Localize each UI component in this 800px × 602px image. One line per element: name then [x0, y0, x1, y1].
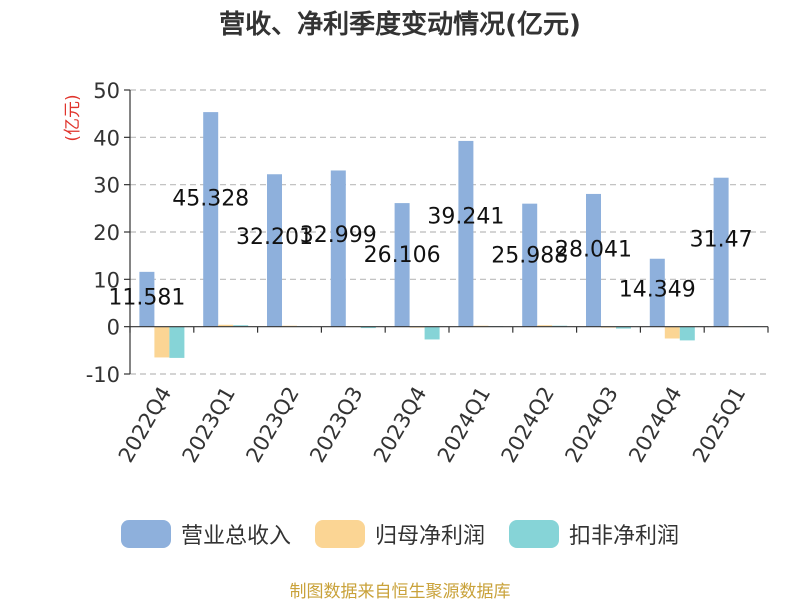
legend-label-net-profit: 归母净利润 [374, 524, 485, 549]
legend-swatch-revenue [120, 520, 171, 548]
y-tick-label: 50 [93, 79, 120, 103]
bar-deducted-net-profit [679, 326, 695, 341]
bar-revenue [394, 203, 410, 327]
x-tick-label: 2023Q1 [178, 383, 240, 467]
legend-item-net-profit[interactable]: 归母净利润 [314, 518, 485, 550]
legend-item-revenue[interactable]: 营业总收入 [120, 518, 291, 550]
y-tick-label: 40 [93, 126, 120, 150]
bar-deducted-net-profit [360, 326, 376, 329]
legend-label-revenue: 营业总收入 [180, 524, 291, 549]
x-tick-label: 2023Q2 [241, 383, 303, 467]
bar-net-profit [218, 324, 234, 327]
bar-net-profit [154, 326, 170, 358]
data-label: 39.241 [427, 205, 504, 230]
data-label: 32.999 [300, 223, 377, 248]
legend-label-deducted-net-profit: 扣非净利润 [569, 524, 680, 549]
y-tick-label: 20 [93, 221, 120, 245]
data-label: 31.47 [690, 227, 753, 252]
data-label: 45.328 [172, 187, 249, 212]
x-tick-label: 2024Q4 [624, 383, 686, 467]
bar-revenue [203, 112, 219, 327]
x-tick-label: 2025Q1 [688, 383, 750, 467]
legend-item-deducted-net-profit[interactable]: 扣非净利润 [509, 518, 679, 550]
bar-deducted-net-profit [616, 326, 631, 329]
bar-revenue [139, 271, 155, 327]
data-label: 26.106 [364, 243, 441, 268]
y-axis-unit-label: (亿元) [63, 94, 83, 141]
data-label: 11.581 [108, 286, 185, 311]
bar-revenue [330, 170, 346, 327]
bar-revenue [458, 140, 474, 327]
bar-revenue [586, 193, 601, 327]
bar-deducted-net-profit [169, 326, 185, 358]
data-label: 32.201 [236, 225, 313, 250]
legend-swatch-deducted-net-profit [509, 520, 559, 548]
x-tick-label: 2022Q4 [114, 383, 176, 467]
y-tick-label: 0 [107, 316, 120, 340]
bar-revenue [522, 203, 538, 327]
bar-revenue [267, 174, 282, 327]
data-label: 28.041 [555, 237, 632, 262]
bar-net-profit [537, 325, 553, 327]
bar-net-profit [664, 326, 680, 339]
x-tick-label: 2024Q3 [560, 383, 622, 467]
source-note: 制图数据来自恒生聚源数据库 [289, 582, 511, 602]
y-tick-label: 30 [93, 174, 120, 198]
chart-title: 营收、净利季度变动情况(亿元) [219, 10, 581, 40]
legend-swatch-net-profit [314, 520, 365, 548]
bar-revenue [713, 177, 729, 327]
y-tick-label: -10 [86, 363, 120, 387]
x-tick-label: 2024Q2 [497, 383, 559, 467]
x-tick-label: 2023Q4 [369, 383, 431, 467]
data-label: 25.988 [491, 243, 568, 268]
y-tick-label: 10 [93, 268, 120, 292]
bar-deducted-net-profit [233, 325, 249, 327]
x-tick-label: 2024Q1 [433, 383, 495, 467]
bar-revenue [649, 258, 665, 327]
legend: 营业总收入 归母净利润 扣非净利润 [0, 518, 800, 550]
data-label: 14.349 [619, 278, 696, 303]
bar-deducted-net-profit [424, 326, 440, 340]
x-tick-label: 2023Q3 [305, 383, 367, 467]
